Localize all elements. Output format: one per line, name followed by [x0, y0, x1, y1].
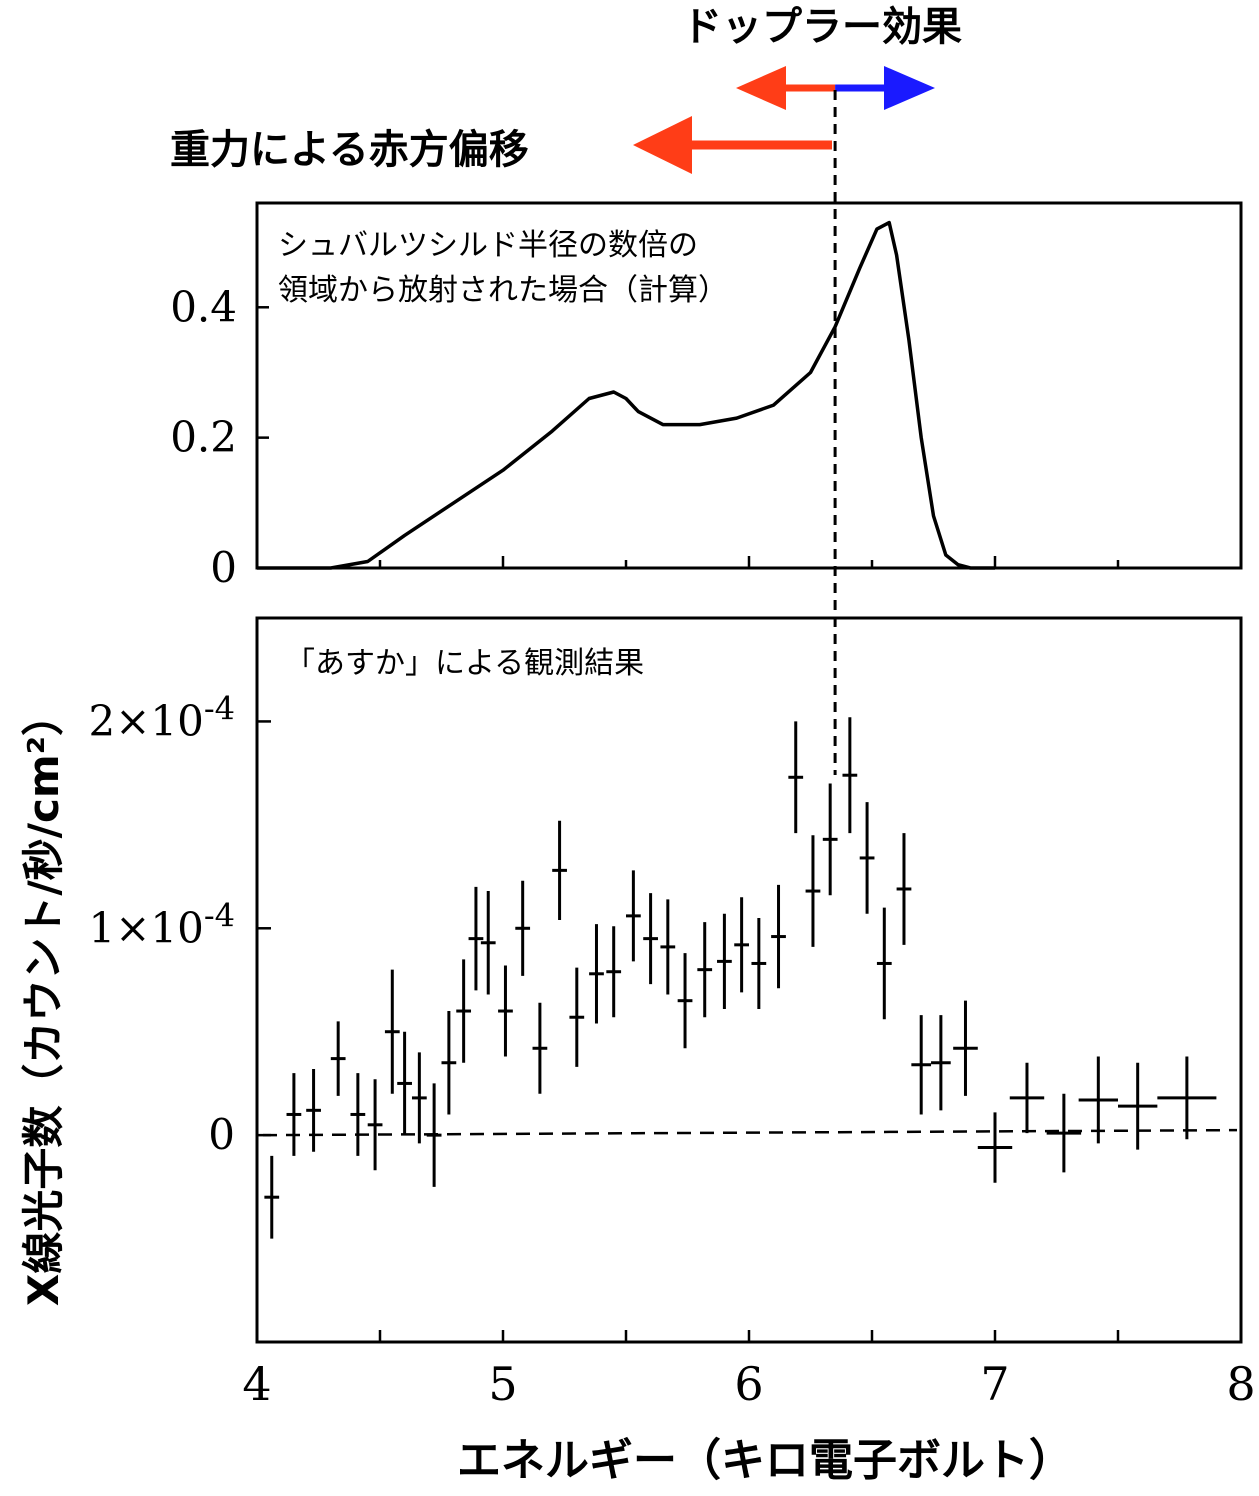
calculated-spectrum-line [257, 220, 995, 570]
data-point [953, 1000, 978, 1096]
data-point [411, 1052, 427, 1144]
data-point [859, 802, 875, 914]
top-y-tick-label: 0.2 [170, 413, 237, 462]
top-y-tick-label: 0 [210, 543, 237, 592]
data-point [441, 1011, 457, 1115]
top-panel-annotation-line2: 領域から放射された場合（計算） [278, 273, 728, 308]
bottom-x-tick-label: 6 [734, 1357, 763, 1411]
data-point [515, 880, 531, 976]
data-point [606, 926, 622, 1018]
y-axis-label: X線光子数（カウント/秒/cm²） [19, 694, 68, 1306]
data-point [468, 886, 484, 991]
data-point [896, 833, 912, 945]
top-panel: シュバルツシルド半径の数倍の 領域から放射された場合（計算） 0 0.2 0.4 [170, 201, 1243, 592]
data-point [805, 835, 821, 947]
redshift-arrow [633, 116, 832, 174]
bottom-x-tick-label: 7 [980, 1357, 1009, 1411]
data-point [1009, 1062, 1045, 1134]
bottom-x-tick-label: 4 [242, 1357, 271, 1411]
data-point [660, 899, 676, 995]
data-point [1078, 1056, 1118, 1144]
bottom-panel-annotation: 「あすか」による観測結果 [285, 646, 644, 681]
bottom-x-tick-label: 5 [488, 1357, 517, 1411]
data-point [1157, 1056, 1217, 1140]
data-point [788, 721, 804, 834]
data-point [589, 924, 604, 1024]
gravitational-redshift-label: 重力による赤方偏移 [170, 127, 529, 173]
data-point [426, 1083, 442, 1187]
data-point [911, 1015, 932, 1115]
data-point [1046, 1093, 1082, 1173]
top-panel-annotation-line1: シュバルツシルド半径の数倍の [278, 228, 698, 263]
data-point [734, 897, 749, 993]
doppler-arrows [736, 66, 935, 110]
data-point [306, 1068, 321, 1152]
data-point [350, 1073, 366, 1156]
data-point [367, 1079, 383, 1171]
data-point [626, 870, 641, 962]
data-point [1118, 1062, 1158, 1150]
bottom-y-tick-label: 1×10-4 [88, 896, 235, 952]
doppler-blue-arrowhead [884, 66, 935, 110]
bottom-x-tick-label: 8 [1226, 1357, 1255, 1411]
data-point [677, 953, 693, 1049]
data-point [397, 1031, 412, 1136]
data-point [977, 1112, 1013, 1183]
bottom-panel: 「あすか」による観測結果 0 1×10-4 2×10-4 4 5 6 7 8 [88, 616, 1256, 1411]
data-point [384, 969, 400, 1094]
data-point [330, 1021, 346, 1096]
data-point [569, 967, 585, 1067]
data-point [286, 1073, 302, 1156]
data-point [264, 1155, 280, 1239]
x-axis-label: エネルギー（キロ電子ボルト） [457, 1435, 1073, 1486]
bottom-y-tick-label: 0 [208, 1110, 235, 1159]
bottom-panel-frame [255, 616, 1243, 1344]
data-point [532, 1002, 548, 1094]
top-y-tick-label: 0.4 [170, 282, 237, 331]
data-point [552, 820, 567, 921]
data-point [498, 965, 513, 1057]
doppler-effect-label: ドップラー効果 [682, 4, 962, 50]
doppler-red-arrowhead [736, 66, 786, 110]
bottom-panel-ticks: 0 1×10-4 2×10-4 4 5 6 7 8 [88, 689, 1255, 1411]
data-point [697, 922, 713, 1018]
data-point [456, 959, 472, 1063]
data-point [822, 783, 838, 896]
observed-data-points [264, 717, 1217, 1239]
top-panel-ticks: 0 0.2 0.4 [170, 282, 1243, 592]
data-point [480, 891, 496, 995]
data-point [643, 893, 658, 985]
data-point [876, 907, 892, 1020]
data-point [771, 884, 786, 989]
data-point [751, 917, 767, 1009]
redshift-arrowhead [633, 116, 692, 174]
data-point [842, 717, 858, 834]
data-point [931, 1015, 951, 1111]
bottom-y-tick-label: 2×10-4 [88, 689, 235, 745]
data-point [717, 913, 732, 1009]
zero-baseline [262, 1128, 1238, 1137]
